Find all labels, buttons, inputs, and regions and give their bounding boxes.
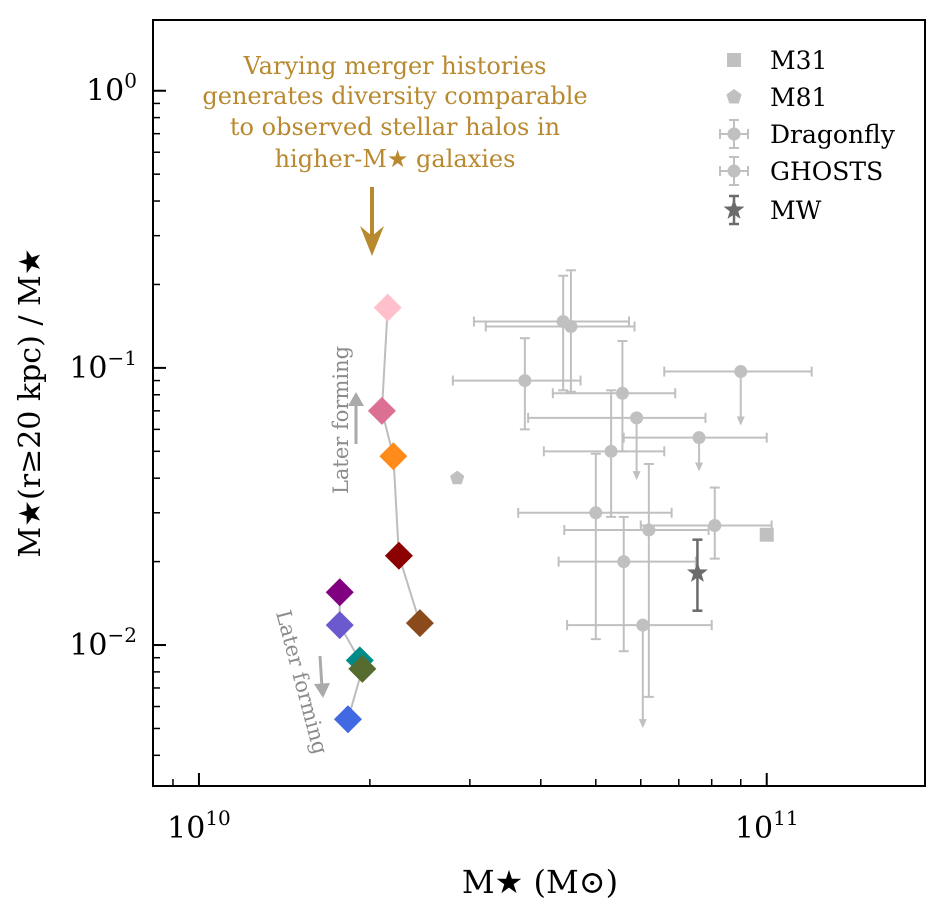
observed-marker — [708, 518, 722, 532]
simulation-marker — [325, 611, 354, 640]
observed-marker — [615, 386, 629, 400]
observed-marker — [734, 365, 748, 379]
legend-label: MW — [770, 196, 822, 225]
legend-item-ghosts: GHOSTS — [719, 156, 883, 186]
annotation-line-1: Varying merger histories — [243, 52, 547, 80]
observed-marker — [589, 506, 603, 520]
observed-point — [663, 365, 813, 426]
observed-marker — [604, 444, 618, 458]
later-forming-arrowhead-upper — [348, 392, 364, 406]
observed-point — [566, 618, 713, 729]
simulation-marker — [373, 293, 402, 322]
observed-point — [517, 452, 673, 641]
observed-point — [542, 389, 666, 518]
plot-frame — [152, 19, 926, 787]
legend: M31 M81 Dragonfly GHOSTS MW — [719, 46, 896, 226]
legend-circle-marker — [727, 127, 741, 141]
x-axis-ticks: 1010 1011 — [167, 773, 799, 846]
observed-marker — [630, 411, 644, 425]
legend-label: M31 — [770, 46, 827, 75]
annotation-arrow-head — [360, 226, 384, 256]
later-forming-label-upper: Later forming — [329, 346, 353, 494]
legend-item-m81: M81 — [726, 83, 827, 112]
observed-point — [527, 411, 707, 481]
x-tick-label: 1010 — [167, 806, 231, 846]
upper-limit-arrow — [695, 462, 704, 472]
later-forming-arrow-lower — [318, 655, 324, 689]
legend-circle-marker — [727, 164, 741, 178]
observed-marker — [636, 618, 650, 632]
observed-point — [451, 337, 582, 431]
legend-pentagon-marker — [726, 89, 742, 104]
observed-galaxies — [450, 269, 813, 729]
m31-marker — [759, 527, 774, 542]
simulation-marker — [333, 705, 362, 734]
observed-marker — [692, 431, 706, 445]
legend-item-mw: MW — [723, 194, 822, 226]
observed-point — [557, 515, 697, 653]
annotation-line-4: higher-M★ galaxies — [275, 145, 516, 173]
later-forming-label-lower: Later forming — [271, 608, 333, 757]
simulated-galaxies — [325, 293, 434, 734]
upper-limit-arrow — [638, 719, 647, 729]
observed-point — [551, 340, 677, 453]
observed-point — [472, 274, 630, 392]
x-axis-label: M★ (M⊙) — [462, 863, 618, 901]
observed-point — [639, 486, 773, 560]
simulation-marker — [348, 654, 377, 683]
upper-limit-arrow — [736, 416, 745, 426]
x-tick-label: 1011 — [735, 806, 799, 846]
simulation-marker — [405, 609, 434, 638]
simulation-marker — [325, 578, 354, 607]
legend-label: M81 — [770, 83, 827, 112]
simulation-marker — [367, 396, 396, 425]
later-forming-arrowhead-lower — [314, 683, 330, 698]
m81-marker — [450, 470, 465, 485]
legend-item-m31: M31 — [727, 46, 827, 75]
legend-square-marker — [727, 53, 741, 67]
y-tick-label: 100 — [86, 69, 137, 109]
annotation: Varying merger histories generates diver… — [202, 52, 588, 256]
observed-marker — [642, 523, 656, 537]
observed-marker — [518, 374, 532, 388]
mw-point — [686, 538, 708, 612]
mw-marker — [686, 561, 708, 582]
observed-point — [484, 269, 636, 393]
upper-track-line — [380, 307, 421, 624]
observed-marker — [564, 320, 578, 334]
y-tick-label: 10−2 — [69, 623, 137, 663]
legend-label: GHOSTS — [770, 157, 883, 186]
later-forming-lower: Later forming — [271, 608, 333, 757]
annotation-line-3: to observed stellar halos in — [230, 113, 560, 141]
observed-marker — [617, 555, 631, 569]
later-forming-upper: Later forming — [329, 346, 364, 494]
y-tick-label: 10−1 — [69, 346, 137, 386]
simulation-marker — [379, 442, 408, 471]
legend-star-marker — [723, 199, 745, 219]
annotation-line-2: generates diversity comparable — [202, 82, 587, 110]
observed-point — [622, 431, 768, 472]
y-axis-label: M★(r≥20 kpc) / M★ — [13, 248, 48, 557]
upper-limit-arrow — [632, 471, 641, 481]
legend-item-dragonfly: Dragonfly — [719, 119, 896, 149]
simulation-marker — [384, 541, 413, 570]
y-axis-ticks: 100 10−1 10−2 — [69, 69, 166, 757]
observed-point — [563, 463, 710, 698]
legend-label: Dragonfly — [770, 120, 896, 149]
